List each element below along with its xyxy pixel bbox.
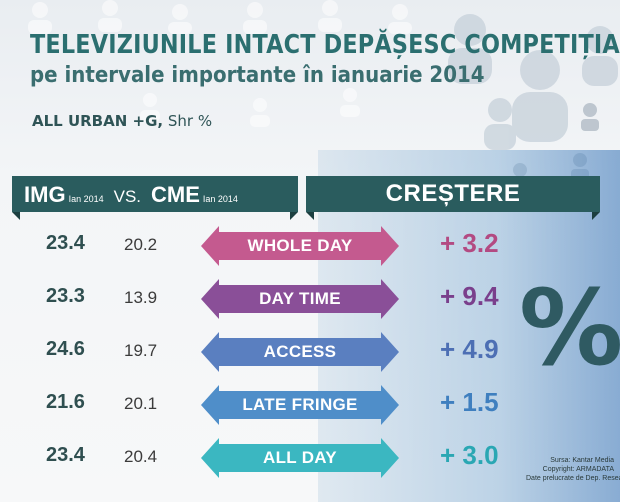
img-header: IMG — [24, 182, 66, 207]
vs-label: VS. — [113, 187, 142, 206]
cme-share-value: 19.7 — [124, 341, 158, 360]
cme-period: Ian 2014 — [202, 194, 238, 204]
metric-label: ALL URBAN +G, Shr % — [32, 112, 212, 130]
double-arrow-icon — [201, 332, 399, 372]
interval-label: WHOLE DAY — [247, 236, 353, 255]
percent-symbol: % — [519, 267, 620, 389]
metric-label-rest: Shr % — [167, 112, 213, 130]
growth-value: + 3.0 — [440, 440, 499, 470]
double-arrow-icon — [201, 279, 399, 319]
interval-label: ALL DAY — [263, 448, 337, 467]
img-period: Ian 2014 — [68, 194, 104, 204]
arrow-shape — [201, 385, 399, 425]
interval-arrow: DAY TIME — [201, 279, 399, 319]
arrow-shape — [201, 438, 399, 478]
growth-header-label: CREȘTERE — [385, 180, 521, 207]
interval-label: DAY TIME — [259, 289, 341, 308]
interval-arrow: ALL DAY — [201, 438, 399, 478]
arrow-shape — [201, 279, 399, 319]
ribbon-fold-right — [290, 212, 298, 220]
growth-value: + 4.9 — [440, 334, 499, 364]
img-share-value: 23.3 — [46, 285, 85, 307]
double-arrow-icon — [201, 438, 399, 478]
interval-arrow: ACCESS — [201, 332, 399, 372]
page-title: TELEVIZIUNILE INTACT DEPĂȘESC COMPETIȚIA — [30, 30, 620, 60]
arrow-shape — [201, 226, 399, 266]
comparison-header: IMG Ian 2014 VS. CME Ian 2014 — [12, 176, 298, 220]
interval-arrow: LATE FRINGE — [201, 385, 399, 425]
cme-share-value: 20.2 — [124, 235, 158, 254]
source-line: Sursa: Kantar Media — [550, 457, 614, 464]
arrow-shape — [201, 332, 399, 372]
page-subtitle: pe intervale importante în ianuarie 2014 — [30, 63, 485, 88]
img-share-value: 23.4 — [46, 444, 85, 466]
cme-header: CME — [151, 182, 200, 207]
copyright-line: Copyright: ARMADATA — [542, 466, 614, 473]
img-share-value: 23.4 — [46, 232, 85, 254]
metric-label-bold: ALL URBAN +G, — [32, 112, 164, 130]
interval-arrow: WHOLE DAY — [201, 226, 399, 266]
cme-share-value: 13.9 — [124, 288, 158, 307]
research-line: Date prelucrate de Dep. Research — [526, 475, 620, 482]
growth-value: + 9.4 — [440, 281, 499, 311]
growth-value: + 1.5 — [440, 387, 499, 417]
img-share-value: 24.6 — [46, 338, 85, 360]
ribbon-fold-left — [12, 212, 20, 220]
img-share-value: 21.6 — [46, 391, 85, 413]
interval-label: ACCESS — [263, 342, 337, 361]
ribbon-fold-right — [592, 212, 600, 220]
cme-share-value: 20.4 — [124, 447, 158, 466]
double-arrow-icon — [201, 385, 399, 425]
growth-header: CREȘTERE — [306, 176, 600, 220]
double-arrow-icon — [201, 226, 399, 266]
cme-share-value: 20.1 — [124, 394, 158, 413]
ribbon-fold-left — [306, 212, 314, 220]
source-note: Sursa: Kantar Media Copyright: ARMADATA … — [526, 456, 620, 483]
interval-label: LATE FRINGE — [242, 395, 358, 414]
growth-value: + 3.2 — [440, 228, 499, 258]
